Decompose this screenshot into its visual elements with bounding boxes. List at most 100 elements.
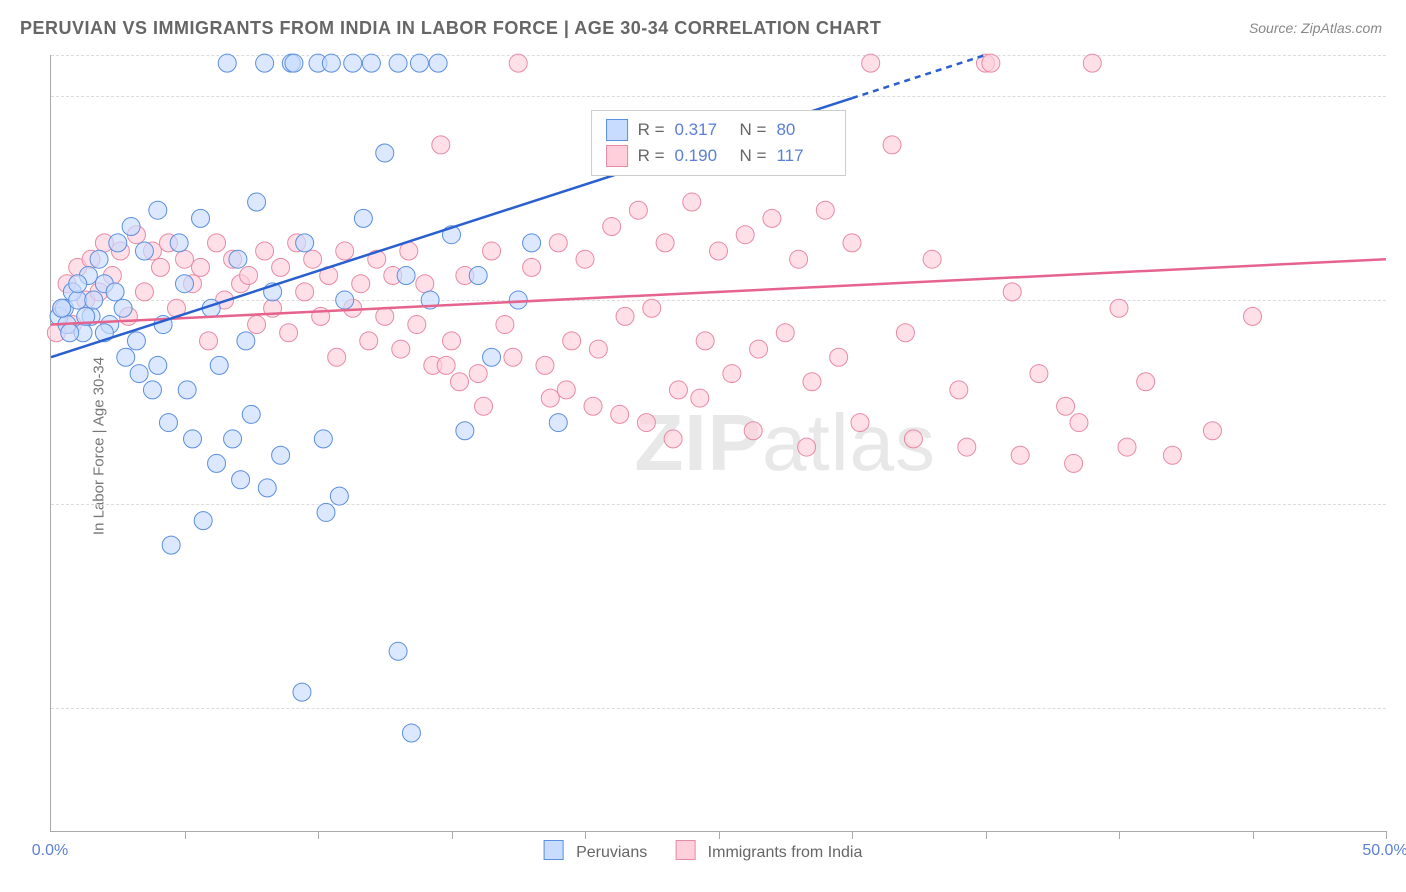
data-point <box>862 54 880 72</box>
swatch-series2-icon <box>675 840 695 860</box>
x-tick <box>185 831 186 839</box>
data-point <box>232 471 250 489</box>
data-point <box>790 250 808 268</box>
data-point <box>563 332 581 350</box>
data-point <box>523 234 541 252</box>
data-point <box>1011 446 1029 464</box>
data-point <box>603 218 621 236</box>
y-tick-label: 75.0% <box>1396 495 1406 513</box>
data-point <box>336 291 354 309</box>
data-point <box>149 356 167 374</box>
data-point <box>584 397 602 415</box>
data-point <box>344 54 362 72</box>
data-point <box>192 258 210 276</box>
data-point <box>443 332 461 350</box>
n-value-2: 117 <box>776 146 831 166</box>
data-point <box>135 283 153 301</box>
data-point <box>549 414 567 432</box>
data-point <box>830 348 848 366</box>
data-point <box>410 54 428 72</box>
x-tick <box>585 831 586 839</box>
data-point <box>843 234 861 252</box>
chart-container: PERUVIAN VS IMMIGRANTS FROM INDIA IN LAB… <box>0 0 1406 892</box>
data-point <box>536 356 554 374</box>
x-tick <box>1119 831 1120 839</box>
data-point <box>285 54 303 72</box>
data-point <box>803 373 821 391</box>
stats-row-2: R = 0.190 N = 117 <box>606 143 832 169</box>
data-point <box>242 405 260 423</box>
x-tick <box>1253 831 1254 839</box>
data-point <box>723 365 741 383</box>
data-point <box>296 283 314 301</box>
legend-label-2: Immigrants from India <box>708 844 863 861</box>
data-point <box>744 422 762 440</box>
y-tick-label: 87.5% <box>1396 291 1406 309</box>
data-point <box>402 724 420 742</box>
data-point <box>237 332 255 350</box>
data-point <box>69 275 87 293</box>
data-point <box>106 283 124 301</box>
data-point <box>397 267 415 285</box>
data-point <box>851 414 869 432</box>
data-point <box>122 218 140 236</box>
data-point <box>389 642 407 660</box>
data-point <box>1003 283 1021 301</box>
data-point <box>683 193 701 211</box>
data-point <box>432 136 450 154</box>
data-point <box>280 324 298 342</box>
data-point <box>816 201 834 219</box>
data-point <box>208 234 226 252</box>
legend-bottom: Peruvians Immigrants from India <box>544 840 863 862</box>
data-point <box>176 250 194 268</box>
y-tick-label: 62.5% <box>1396 699 1406 717</box>
data-point <box>616 307 634 325</box>
data-point <box>109 234 127 252</box>
data-point <box>208 454 226 472</box>
data-point <box>509 291 527 309</box>
data-point <box>475 397 493 415</box>
n-label: N = <box>740 120 767 140</box>
legend-item-1: Peruvians <box>544 840 648 862</box>
data-point <box>710 242 728 260</box>
data-point <box>656 234 674 252</box>
swatch-series2-icon <box>606 145 628 167</box>
data-point <box>750 340 768 358</box>
data-point <box>317 503 335 521</box>
data-point <box>258 479 276 497</box>
legend-label-1: Peruvians <box>576 844 647 861</box>
data-point <box>210 356 228 374</box>
data-point <box>896 324 914 342</box>
stats-row-1: R = 0.317 N = 80 <box>606 117 832 143</box>
data-point <box>53 299 71 317</box>
data-point <box>304 250 322 268</box>
data-point <box>159 414 177 432</box>
data-point <box>982 54 1000 72</box>
data-point <box>958 438 976 456</box>
data-point <box>149 201 167 219</box>
data-point <box>127 332 145 350</box>
data-point <box>549 234 567 252</box>
data-point <box>218 54 236 72</box>
data-point <box>328 348 346 366</box>
n-label: N = <box>740 146 767 166</box>
data-point <box>408 316 426 334</box>
data-point <box>523 258 541 276</box>
data-point <box>416 275 434 293</box>
data-point <box>392 340 410 358</box>
data-point <box>691 389 709 407</box>
data-point <box>61 324 79 342</box>
x-tick <box>318 831 319 839</box>
data-point <box>362 54 380 72</box>
data-point <box>611 405 629 423</box>
data-point <box>85 291 103 309</box>
x-tick <box>452 831 453 839</box>
data-point <box>151 258 169 276</box>
data-point <box>354 209 372 227</box>
x-tick-label: 50.0% <box>1362 842 1406 860</box>
data-point <box>1070 414 1088 432</box>
data-point <box>451 373 469 391</box>
data-point <box>483 348 501 366</box>
data-point <box>314 430 332 448</box>
data-point <box>336 242 354 260</box>
